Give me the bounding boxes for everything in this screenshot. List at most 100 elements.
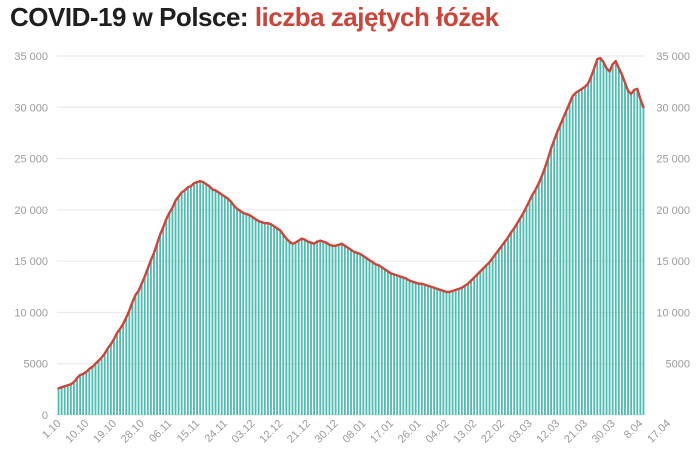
bar	[590, 76, 593, 415]
bar	[531, 194, 534, 415]
bar	[94, 363, 97, 415]
bar	[100, 357, 103, 415]
bar	[331, 245, 334, 415]
bar	[497, 249, 500, 415]
bar	[402, 277, 405, 415]
bar	[226, 198, 229, 415]
bar	[273, 226, 275, 415]
bar	[165, 219, 168, 415]
bar	[73, 382, 75, 415]
bar	[633, 89, 636, 415]
bar	[208, 186, 211, 415]
bar	[485, 265, 488, 415]
bar	[516, 223, 519, 415]
y-tick-label-left: 0	[42, 410, 48, 422]
bar	[149, 260, 152, 415]
bar	[488, 262, 491, 415]
bar	[427, 285, 429, 415]
bar	[183, 190, 186, 415]
bar	[556, 131, 559, 415]
bar	[248, 214, 251, 415]
bar	[356, 252, 359, 415]
bar	[122, 323, 125, 415]
bar	[473, 277, 476, 415]
bar	[79, 374, 82, 415]
bar	[257, 221, 260, 415]
bar	[534, 189, 537, 415]
bar	[423, 284, 426, 415]
y-tick-label-right: 35 000	[656, 51, 690, 63]
bar	[387, 271, 389, 415]
bar	[420, 283, 423, 415]
chart-title: COVID-19 w Polsce: liczba zajętych łóżek	[10, 2, 499, 33]
y-tick-label-left: 20 000	[14, 205, 48, 217]
bar	[510, 232, 513, 415]
bar	[553, 140, 556, 415]
bar	[442, 290, 445, 415]
bar	[639, 99, 642, 415]
x-tick-label: 22.02	[479, 418, 507, 446]
bar	[279, 230, 282, 415]
bar	[230, 201, 232, 415]
bar	[134, 294, 137, 415]
bar	[430, 286, 432, 415]
bar	[562, 117, 565, 416]
bar	[353, 251, 356, 415]
y-tick-label-left: 5000	[24, 359, 48, 371]
x-tick-label: 10.10	[63, 418, 91, 446]
bar	[393, 274, 396, 415]
bar	[69, 384, 72, 415]
bar	[642, 107, 645, 416]
bar	[519, 218, 522, 415]
bar	[128, 310, 131, 415]
bar	[547, 158, 549, 416]
bar	[306, 241, 309, 415]
bar	[451, 290, 454, 415]
bar	[322, 241, 325, 415]
bar	[300, 238, 303, 415]
bar	[494, 253, 497, 415]
bar	[337, 244, 340, 415]
bar	[602, 62, 605, 415]
bar	[584, 86, 586, 416]
x-tick-label: 17.01	[368, 418, 396, 446]
y-tick-label-right: 20 000	[656, 205, 690, 217]
bar	[303, 239, 306, 415]
bar	[350, 249, 352, 415]
bar	[448, 291, 451, 415]
bar	[106, 348, 109, 415]
bar	[310, 242, 312, 415]
bar	[433, 287, 436, 415]
bar	[365, 258, 368, 415]
bar	[565, 110, 568, 415]
y-tick-label-left: 10 000	[14, 307, 48, 319]
x-tick-label: 12.12	[257, 418, 285, 446]
bar	[537, 183, 540, 415]
bar	[291, 243, 294, 415]
bar	[368, 260, 371, 415]
bar	[405, 278, 408, 415]
bar	[617, 68, 620, 416]
bar	[196, 182, 198, 415]
bar	[334, 245, 337, 415]
x-tick-label: 30.12	[313, 418, 341, 446]
bar	[125, 317, 128, 415]
bar	[624, 82, 626, 415]
bar	[174, 200, 177, 415]
x-tick-label: 13.02	[451, 418, 479, 446]
y-tick-label-left: 15 000	[14, 256, 48, 268]
bar	[467, 283, 469, 415]
bar	[470, 280, 472, 415]
bar	[608, 71, 611, 415]
bar	[217, 192, 220, 415]
bar	[596, 59, 599, 415]
x-tick-label: 28.10	[119, 418, 147, 446]
bar	[285, 238, 288, 415]
bar	[500, 245, 503, 415]
chart-title-accent: liczba zajętych łóżek	[254, 2, 499, 32]
y-tick-label-right: 10 000	[656, 307, 690, 319]
y-tick-label-left: 30 000	[14, 102, 48, 114]
bar	[186, 187, 189, 415]
bar	[414, 282, 417, 415]
